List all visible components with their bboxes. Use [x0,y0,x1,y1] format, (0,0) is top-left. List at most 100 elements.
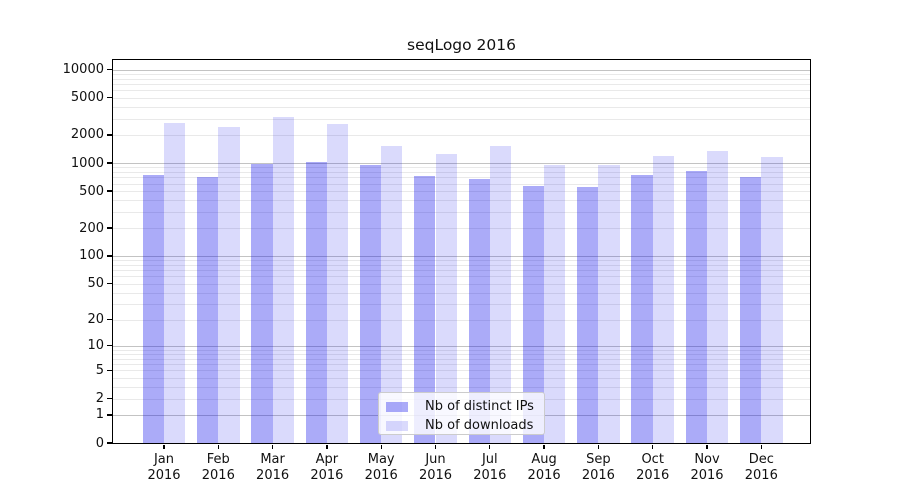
bar-downloads-oct [652,155,674,443]
y-tick-label-50: 50 [87,276,104,292]
y-tick-mark-50 [107,282,112,285]
minor-gridline-8 [113,353,810,355]
bar-distinct-ips-apr [305,162,327,443]
minor-gridline-7 [113,358,810,360]
minor-gridline-900 [113,167,810,169]
y-tick-mark-1000 [107,162,112,164]
y-tick-label-500: 500 [79,183,104,199]
bar-distinct-ips-aug [522,186,545,443]
x-tick-mark-feb [217,444,219,449]
chart-title: seqLogo 2016 [407,36,516,54]
y-tick-label-2: 2 [95,391,104,406]
y-tick-label-20: 20 [87,312,104,328]
minor-gridline-3000 [113,118,810,120]
minor-gridline-4 [113,377,810,379]
bar-downloads-nov [707,151,729,443]
y-tick-label-10: 10 [87,338,104,354]
y-tick-label-100: 100 [79,248,104,264]
minor-gridline-9 [113,349,810,351]
x-tick-label-apr: Apr 2016 [310,452,344,483]
minor-gridline-300 [113,211,810,213]
bar-downloads-jun [435,153,457,443]
minor-gridline-500 [113,191,810,192]
x-tick-mark-apr [326,444,328,449]
x-tick-mark-jan [163,444,165,449]
x-tick-label-feb: Feb 2016 [201,452,235,483]
y-tick-mark-100 [107,255,112,257]
major-gridline-100 [113,255,810,257]
y-tick-mark-0 [107,442,112,444]
legend: Nb of distinct IPs Nb of downloads [378,392,545,435]
y-tick-mark-5000 [107,97,112,99]
bar-downloads-may [381,145,403,443]
major-gridline-1000 [113,163,810,164]
minor-gridline-30 [113,303,810,305]
x-tick-label-may: May 2016 [364,452,398,483]
y-tick-mark-2 [107,397,112,400]
bar-downloads-jan [164,122,186,443]
minor-gridline-2000 [113,134,810,136]
x-tick-label-oct: Oct 2016 [636,452,670,483]
minor-gridline-5000 [113,97,810,99]
bar-distinct-ips-nov [685,170,707,443]
minor-gridline-9000 [113,74,810,75]
minor-gridline-50 [113,283,810,285]
bar-distinct-ips-may [359,165,382,443]
legend-row-downloads: Nb of downloads [379,416,544,435]
x-tick-mark-dec [760,444,762,449]
y-tick-label-200: 200 [79,220,104,236]
minor-gridline-90 [113,260,810,262]
x-tick-mark-sep [597,444,600,449]
legend-swatch-downloads [386,420,408,431]
x-tick-mark-may [380,444,382,449]
y-tick-label-2000: 2000 [70,127,104,143]
y-tick-label-5000: 5000 [70,90,104,106]
legend-label-downloads: Nb of downloads [425,418,534,433]
plot-area [113,60,810,443]
y-tick-mark-1 [107,414,112,416]
y-tick-mark-200 [107,227,112,229]
x-tick-label-sep: Sep 2016 [581,452,615,483]
minor-gridline-3 [113,386,810,388]
minor-gridline-6000 [113,90,810,92]
x-tick-label-dec: Dec 2016 [744,452,778,483]
y-tick-label-1: 1 [95,407,104,423]
legend-row-distinct-ips: Nb of distinct IPs [379,397,544,416]
x-tick-label-aug: Aug 2016 [527,452,561,483]
minor-gridline-40 [113,292,810,294]
minor-gridline-7000 [113,84,810,86]
minor-gridline-5 [113,370,810,372]
bar-downloads-aug [544,164,566,443]
y-tick-mark-20 [107,318,112,321]
minor-gridline-20 [113,319,810,321]
y-tick-label-10000: 10000 [62,62,104,78]
x-tick-mark-nov [706,444,708,449]
minor-gridline-400 [113,200,810,202]
y-tick-label-1000: 1000 [70,155,104,171]
minor-gridline-60 [113,276,810,278]
minor-gridline-80 [113,264,810,266]
minor-gridline-70 [113,270,810,272]
major-gridline-10 [113,345,810,347]
bar-distinct-ips-sep [577,187,599,443]
bar-distinct-ips-jul [468,178,490,443]
y-tick-mark-500 [107,190,112,192]
x-tick-label-jun: Jun 2016 [418,452,453,483]
minor-gridline-600 [113,183,810,185]
bar-distinct-ips-jan [142,175,164,443]
y-tick-mark-2000 [107,134,112,136]
minor-gridline-700 [113,177,810,179]
y-tick-label-0: 0 [95,435,104,451]
x-tick-mark-jul [489,444,491,449]
minor-gridline-8000 [113,78,810,80]
bar-distinct-ips-jun [414,176,436,443]
bar-downloads-feb [218,126,240,443]
x-tick-mark-mar [271,444,274,449]
bar-downloads-jul [489,146,512,443]
y-tick-mark-5 [107,369,112,372]
x-tick-label-jan: Jan 2016 [147,452,181,483]
y-tick-mark-10000 [107,69,112,71]
x-tick-mark-oct [652,444,654,449]
bar-downloads-dec [761,157,783,443]
